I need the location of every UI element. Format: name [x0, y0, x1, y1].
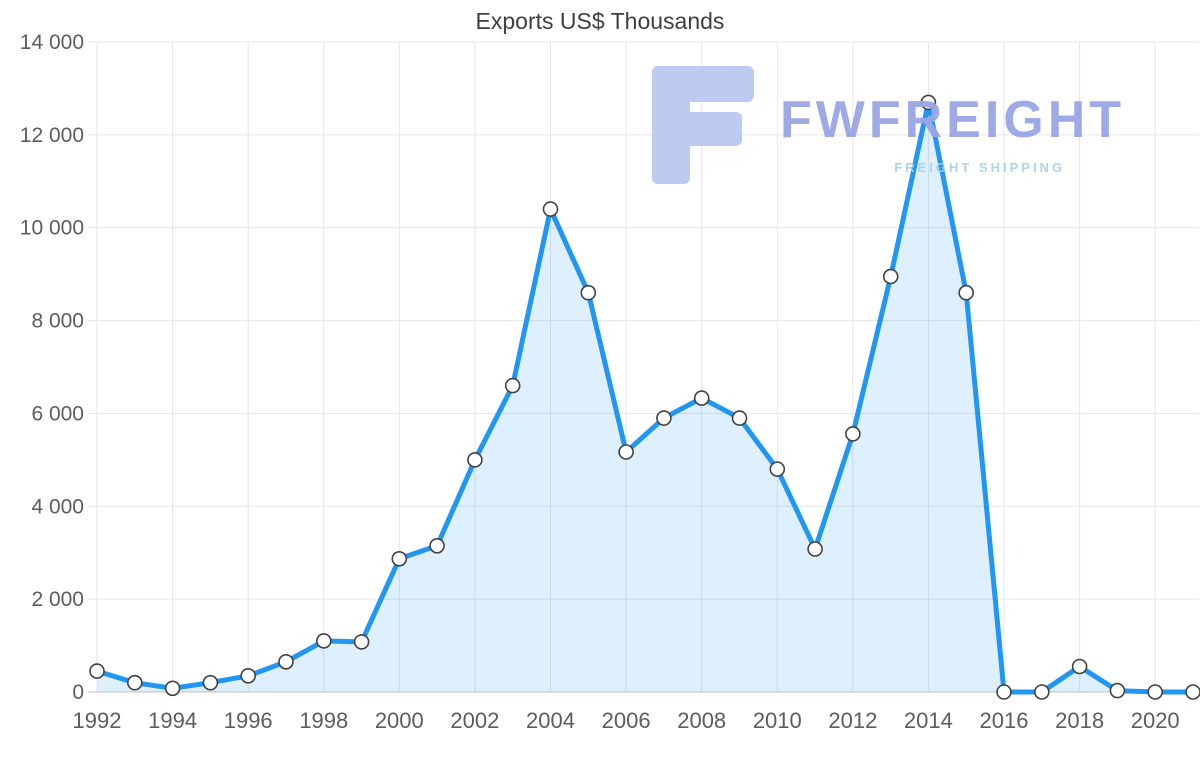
- y-tick-label: 12 000: [20, 124, 84, 147]
- data-point-marker: [315, 633, 332, 649]
- data-point-marker: [127, 674, 143, 691]
- data-point-marker: [996, 684, 1012, 700]
- data-point-marker: [618, 444, 634, 460]
- x-tick-label: 2006: [602, 708, 651, 733]
- data-point-marker: [656, 410, 672, 426]
- x-tick-label: 2020: [1131, 708, 1180, 733]
- x-tick-label: 2016: [980, 708, 1029, 733]
- y-tick-label: 2 000: [31, 588, 84, 611]
- data-point-marker: [1034, 684, 1050, 700]
- data-point-marker: [807, 541, 823, 557]
- x-tick-label: 2010: [753, 708, 802, 733]
- data-point-marker: [467, 452, 483, 468]
- x-tick-label: 1994: [148, 708, 197, 733]
- data-point-marker: [542, 201, 559, 217]
- area-fill: [97, 102, 1193, 692]
- x-tick-label: 1996: [224, 708, 273, 733]
- x-tick-label: 2008: [677, 708, 726, 733]
- x-tick-label: 2000: [375, 708, 424, 733]
- y-tick-label: 4 000: [31, 495, 84, 518]
- data-point-marker: [920, 94, 937, 111]
- y-tick-label: 8 000: [31, 310, 84, 333]
- data-point-marker: [1109, 682, 1126, 699]
- y-tick-label: 10 000: [20, 217, 84, 240]
- x-tick-label: 2018: [1055, 708, 1104, 733]
- data-point-marker: [1185, 684, 1200, 700]
- data-point-marker: [278, 653, 294, 670]
- data-point-marker: [504, 377, 521, 394]
- y-tick-label: 6 000: [31, 402, 84, 425]
- data-point-marker: [580, 284, 597, 301]
- y-tick-label: 14 000: [20, 31, 84, 54]
- data-point-marker: [240, 667, 256, 684]
- chart-title: Exports US$ Thousands: [475, 8, 725, 34]
- data-point-marker: [731, 410, 748, 426]
- data-point-marker: [693, 390, 710, 406]
- x-tick-label: 2014: [904, 708, 953, 733]
- data-point-marker: [1071, 658, 1088, 675]
- x-tick-label: 2002: [450, 708, 499, 733]
- data-point-marker: [89, 663, 105, 679]
- data-point-marker: [882, 268, 899, 285]
- data-point-marker: [769, 461, 786, 477]
- data-point-marker: [164, 680, 181, 697]
- data-point-marker: [958, 284, 975, 301]
- x-tick-label: 2012: [828, 708, 877, 733]
- x-tick-label: 1998: [299, 708, 348, 733]
- data-point-marker: [353, 634, 370, 650]
- x-tick-label: 1992: [73, 708, 122, 733]
- x-tick-label: 2004: [526, 708, 575, 733]
- data-point-marker: [202, 674, 219, 691]
- data-point-marker: [429, 537, 445, 554]
- data-point-marker: [845, 426, 861, 442]
- y-tick-label: 0: [72, 681, 84, 704]
- data-point-marker: [391, 550, 408, 567]
- data-point-marker: [1147, 684, 1163, 700]
